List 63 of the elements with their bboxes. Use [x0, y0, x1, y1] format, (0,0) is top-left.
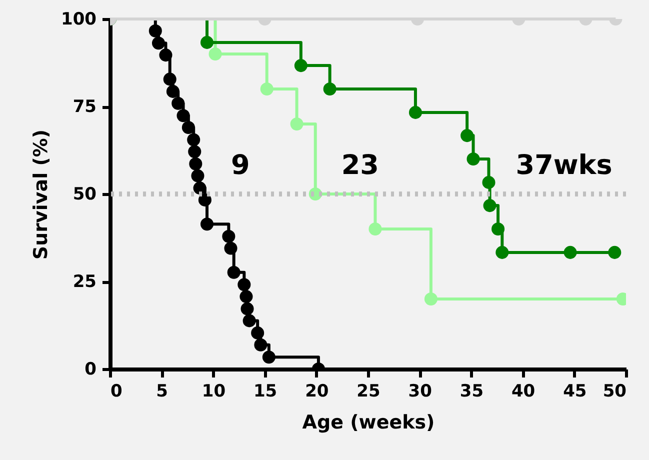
point	[482, 176, 496, 189]
point	[227, 266, 240, 279]
point	[483, 199, 496, 212]
point	[148, 24, 162, 38]
point	[224, 242, 238, 255]
point	[152, 36, 166, 50]
point	[187, 133, 200, 146]
point	[564, 246, 577, 259]
point	[240, 290, 253, 304]
point	[166, 84, 180, 98]
x-tick-label: 5	[156, 382, 168, 402]
point	[608, 246, 622, 259]
point	[200, 218, 214, 231]
point	[163, 72, 176, 86]
y-axis-title: Survival (%)	[30, 129, 52, 260]
point	[424, 292, 438, 306]
point	[254, 338, 268, 352]
point	[294, 59, 308, 72]
point	[198, 193, 212, 206]
point	[176, 109, 190, 122]
point	[208, 47, 222, 61]
point	[242, 314, 256, 328]
x-tick-label: 45	[563, 382, 587, 402]
x-tick-label: 50	[602, 382, 627, 402]
x-tick-label: 35	[460, 382, 484, 402]
point	[182, 120, 195, 134]
point	[222, 230, 236, 243]
point	[466, 152, 480, 166]
x-axis-title: Age (weeks)	[302, 412, 435, 434]
point	[200, 36, 214, 49]
x-tick-label: 40	[511, 382, 536, 402]
point	[189, 157, 202, 170]
point	[193, 182, 206, 195]
point	[492, 222, 505, 236]
point	[172, 96, 185, 110]
point	[368, 222, 382, 236]
point	[323, 82, 336, 96]
annotation: 9	[230, 150, 250, 181]
x-tick-label: 0	[110, 382, 122, 402]
point	[460, 129, 474, 142]
y-tick-label: 25	[72, 272, 96, 292]
y-tick-label: 50	[72, 184, 97, 204]
annotation: 23	[341, 150, 379, 181]
point	[408, 106, 422, 119]
x-tick-label: 10	[202, 382, 226, 402]
x-tick-label: 30	[408, 382, 432, 402]
point	[262, 350, 276, 364]
point	[260, 82, 274, 96]
y-tick-label: 100	[61, 10, 97, 30]
point	[159, 48, 172, 62]
x-tick-label: 25	[356, 382, 380, 402]
point	[188, 145, 202, 158]
point	[290, 117, 304, 131]
y-tick-label: 0	[84, 360, 97, 380]
x-tick-label: 15	[253, 382, 278, 402]
x-tick-label: 20	[305, 382, 329, 402]
point	[240, 302, 254, 316]
point	[251, 326, 264, 340]
point	[238, 278, 251, 292]
annotation: 37wks	[516, 150, 612, 181]
y-tick-label: 75	[72, 97, 96, 117]
point	[496, 246, 509, 259]
point	[191, 169, 204, 182]
